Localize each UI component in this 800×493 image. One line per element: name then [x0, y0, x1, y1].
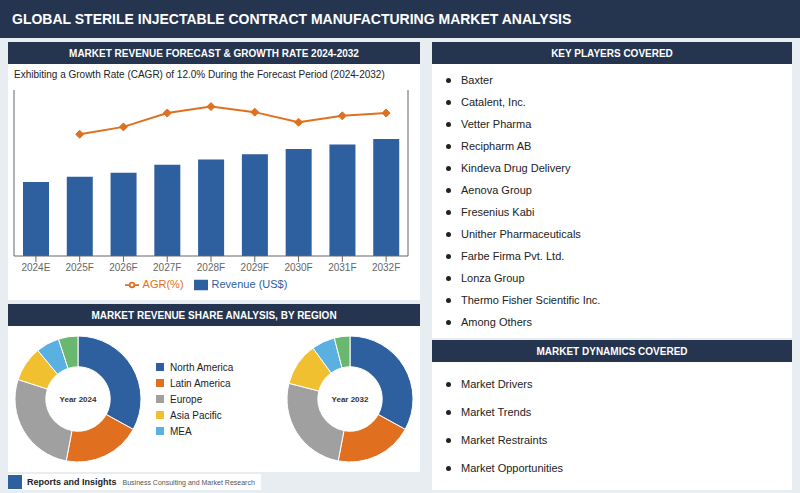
html-text:Vetter Pharma: Vetter Pharma	[461, 118, 532, 130]
html-text:Market Restraints: Market Restraints	[461, 434, 548, 446]
html-text:Lonza Group: Lonza Group	[461, 272, 525, 284]
html-text:Thermo Fisher Scientific Inc.: Thermo Fisher Scientific Inc.	[461, 294, 601, 306]
html-text:KEY PLAYERS COVERED: KEY PLAYERS COVERED	[551, 47, 673, 59]
html-text:Recipharm AB: Recipharm AB	[461, 140, 532, 152]
html-text:Aenova Group: Aenova Group	[461, 184, 532, 196]
svg-text:2025F: 2025F	[65, 262, 93, 273]
html-text:Reports and Insights: Reports and Insights	[27, 477, 117, 487]
html-text:Latin America: Latin America	[170, 377, 231, 389]
svg-text:2032F: 2032F	[372, 262, 400, 273]
html-text:Business Consulting and Market: Business Consulting and Market Research	[122, 478, 255, 486]
html-text:MARKET REVENUE SHARE ANALYSIS,: MARKET REVENUE SHARE ANALYSIS, BY REGION	[91, 309, 337, 321]
html-text:Asia Pacific: Asia Pacific	[170, 409, 222, 421]
svg-text:2026F: 2026F	[109, 262, 137, 273]
html-text:MARKET DYNAMICS COVERED: MARKET DYNAMICS COVERED	[536, 345, 688, 357]
svg-text:2027F: 2027F	[153, 262, 181, 273]
html-text:MARKET REVENUE FORECAST & GROW: MARKET REVENUE FORECAST & GROWTH RATE 20…	[69, 47, 359, 59]
html-text:Market Opportunities: Market Opportunities	[461, 462, 564, 474]
html-text:AGR(%): AGR(%)	[142, 278, 184, 290]
html-text:Catalent, Inc.: Catalent, Inc.	[461, 96, 526, 108]
html-text:Farbe Firma Pvt. Ltd.: Farbe Firma Pvt. Ltd.	[461, 250, 565, 262]
html-text:Year 2024: Year 2024	[59, 394, 97, 404]
html-text:Market Drivers: Market Drivers	[461, 378, 533, 390]
html-text:Fresenius Kabi: Fresenius Kabi	[461, 206, 535, 218]
svg-text:2028F: 2028F	[197, 262, 225, 273]
html-text:Year 2032: Year 2032	[331, 394, 369, 404]
html-text:North America: North America	[170, 361, 234, 373]
html-text:Kindeva Drug Delivery: Kindeva Drug Delivery	[461, 162, 571, 174]
html-text:GLOBAL STERILE INJECTABLE CONT: GLOBAL STERILE INJECTABLE CONTRACT MANUF…	[12, 11, 572, 27]
svg-text:2029F: 2029F	[241, 262, 269, 273]
svg-text:2031F: 2031F	[328, 262, 356, 273]
html-text:Market Trends: Market Trends	[461, 406, 532, 418]
svg-text:2024E: 2024E	[21, 262, 50, 273]
html-text:Among Others: Among Others	[461, 316, 532, 328]
html-text:Europe: Europe	[170, 393, 203, 405]
html-text:Exhibiting a Growth Rate (CAGR: Exhibiting a Growth Rate (CAGR) of 12.0%…	[14, 68, 385, 80]
html-text:MEA: MEA	[170, 425, 192, 437]
html-text:Unither Pharmaceuticals: Unither Pharmaceuticals	[461, 228, 581, 240]
html-text:Baxter: Baxter	[461, 74, 493, 86]
svg-text:2030F: 2030F	[284, 262, 312, 273]
html-text:Revenue (US$): Revenue (US$)	[211, 278, 288, 290]
